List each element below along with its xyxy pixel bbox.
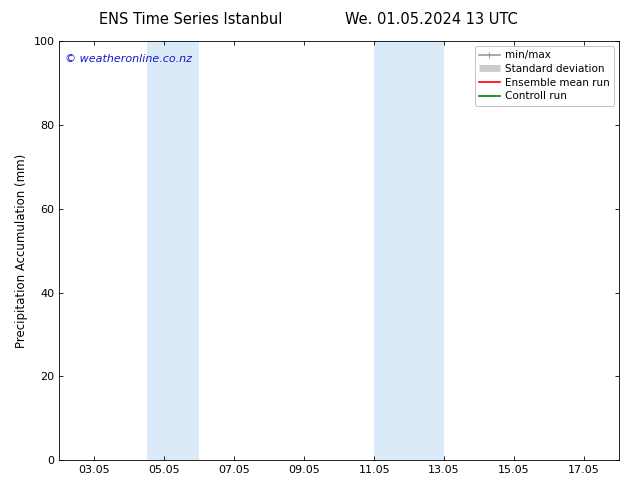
Text: We. 01.05.2024 13 UTC: We. 01.05.2024 13 UTC bbox=[345, 12, 517, 27]
Legend: min/max, Standard deviation, Ensemble mean run, Controll run: min/max, Standard deviation, Ensemble me… bbox=[475, 46, 614, 105]
Bar bbox=[374, 41, 444, 460]
Bar bbox=[147, 41, 199, 460]
Y-axis label: Precipitation Accumulation (mm): Precipitation Accumulation (mm) bbox=[15, 153, 28, 348]
Text: ENS Time Series Istanbul: ENS Time Series Istanbul bbox=[98, 12, 282, 27]
Text: © weatheronline.co.nz: © weatheronline.co.nz bbox=[65, 53, 192, 64]
